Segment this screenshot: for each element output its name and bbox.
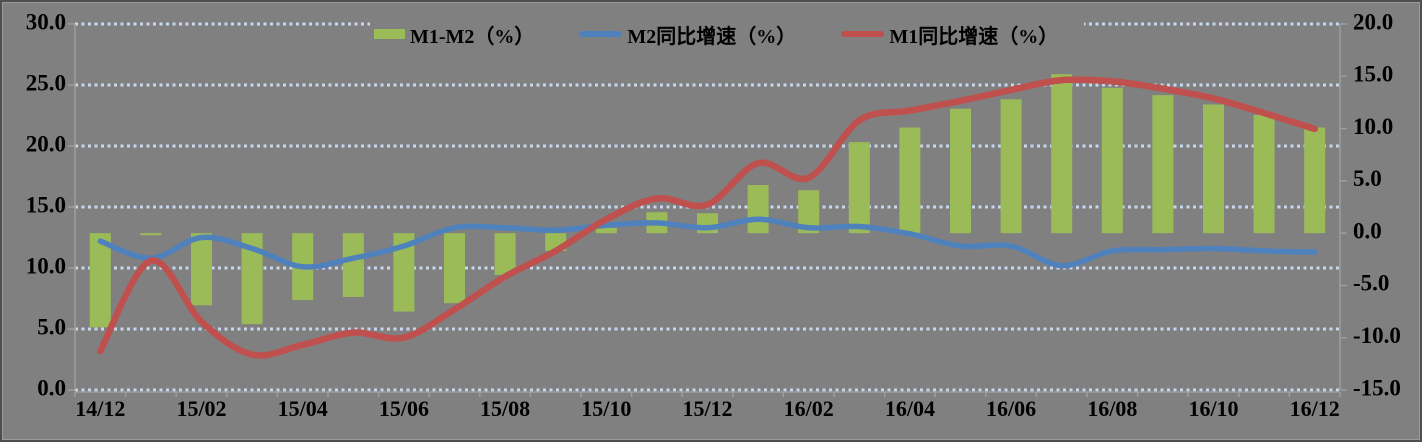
y-axis-label-right: -15.0 [1353,375,1401,400]
y-axis-label-right: 15.0 [1353,62,1393,87]
x-axis-label: 16/08 [1087,396,1137,421]
y-axis-label-right: 10.0 [1353,114,1393,139]
m2-line [97,216,1318,270]
bar [1101,87,1123,234]
bar [89,233,111,328]
legend-item-m1-m2: M1-M2（%） [374,20,534,49]
y-axis-label-right: 5.0 [1353,166,1382,191]
x-axis-label: 16/02 [784,396,834,421]
bar [1203,104,1224,234]
legend-label: M1同比增速（%） [889,25,1059,48]
bar [444,233,465,304]
bar [191,233,212,306]
bar [747,185,769,234]
legend-label: M1-M2（%） [410,25,535,48]
bar [1000,99,1022,234]
bar [848,142,870,234]
bar [494,233,516,275]
bar-swatch-icon [374,29,405,39]
y-axis-label-right: -10.0 [1353,323,1401,348]
x-axis-label: 15/12 [682,396,732,421]
x-axis-label: 15/08 [480,396,530,421]
bar [393,233,415,312]
y-axis-label-left: 0.0 [37,375,66,400]
x-axis-label: 16/10 [1188,396,1238,421]
y-axis-label-left: 5.0 [37,314,66,339]
y-axis-label-right: 0.0 [1353,218,1382,243]
legend-label: M2同比增速（%） [627,25,797,48]
bar [1051,74,1073,234]
bar [1304,127,1326,234]
x-axis-label: 16/06 [986,396,1036,421]
x-axis-label: 15/06 [379,396,429,421]
bar [140,233,162,236]
m1-line [97,76,1318,359]
bar [241,233,263,325]
line-swatch-icon [841,31,885,37]
bar [1152,95,1174,234]
y-axis-label-right: 20.0 [1353,9,1393,34]
bar [798,190,820,234]
y-axis-label-left: 20.0 [26,131,66,156]
x-axis-label: 15/10 [581,396,631,421]
bar [595,227,617,234]
bar [899,127,921,234]
y-axis-label-left: 15.0 [26,192,66,217]
y-axis-label-right: -5.0 [1353,271,1389,296]
x-axis-label: 16/04 [885,396,935,421]
x-axis-label: 14/12 [75,396,125,421]
legend-item-m2-growth: M2同比增速（%） [579,20,796,49]
y-axis-label-left: 10.0 [26,253,66,278]
x-axis-label: 15/02 [176,396,226,421]
bar [950,108,971,234]
bar [342,233,364,297]
bar [1253,114,1275,234]
x-axis-label: 15/04 [278,396,328,421]
line-swatch-icon [579,31,623,37]
y-axis-label-left: 25.0 [26,70,66,95]
legend: M1-M2（%） M2同比增速（%） M1同比增速（%） [370,20,1084,48]
legend-item-m1-growth: M1同比增速（%） [841,20,1058,49]
x-axis-label: 16/12 [1290,396,1340,421]
y-axis-label-left: 30.0 [26,9,66,34]
